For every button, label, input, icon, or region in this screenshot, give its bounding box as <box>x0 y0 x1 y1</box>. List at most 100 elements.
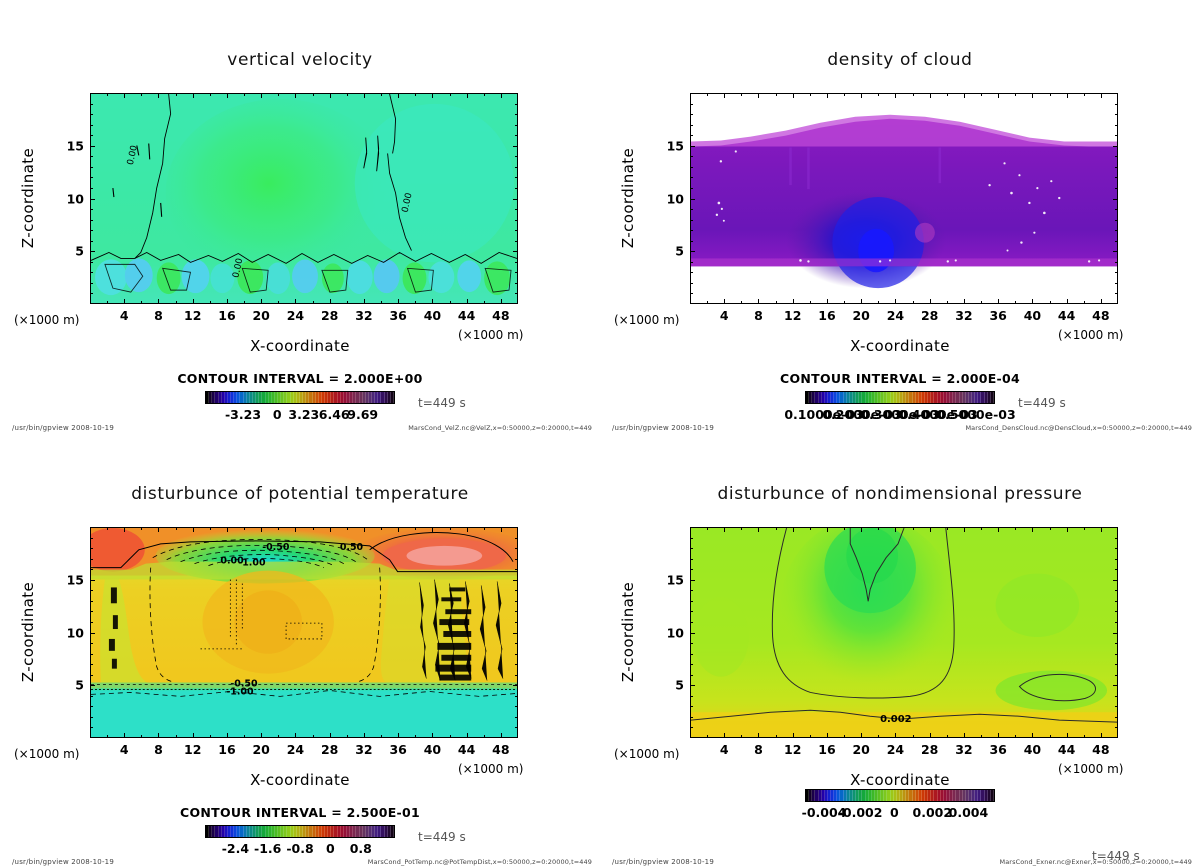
x-tick-label: 8 <box>154 308 163 323</box>
x-tick-minor <box>175 93 177 96</box>
time-label: t=449 s <box>418 830 466 844</box>
x-tick <box>226 527 228 532</box>
x-tick-minor <box>775 301 777 304</box>
x-tick-label: 20 <box>252 742 270 757</box>
colorbar-swatch <box>315 826 319 837</box>
x-tick-minor <box>244 527 246 530</box>
y-tick-minor <box>1115 621 1118 623</box>
z-unit-label: (×1000 m) <box>614 313 680 327</box>
colorbar-swatch <box>309 826 313 837</box>
contour-label: -0.50 <box>230 679 258 690</box>
footer-program-label: /usr/bin/gpview 2008-10-19 <box>12 424 114 432</box>
y-tick <box>513 145 518 147</box>
x-tick <box>1066 733 1068 738</box>
y-tick-minor <box>90 135 93 137</box>
x-axis-title: X-coordinate <box>850 771 950 789</box>
y-tick-minor <box>515 209 518 211</box>
x-tick-label: 20 <box>852 742 870 757</box>
colorbar-swatch <box>246 392 250 403</box>
x-tick <box>466 93 468 98</box>
y-tick-minor <box>90 611 93 613</box>
x-tick <box>363 299 365 304</box>
x-tick-label: 24 <box>286 308 305 323</box>
x-tick-label: 8 <box>754 742 763 757</box>
x-axis-title: X-coordinate <box>250 771 350 789</box>
x-tick <box>363 527 365 532</box>
y-tick-minor <box>690 187 693 189</box>
x-tick-minor <box>878 735 880 738</box>
colorbar-swatch <box>984 790 988 801</box>
y-tick <box>90 251 95 253</box>
colorbar-swatch <box>903 790 907 801</box>
colorbar-swatch <box>331 392 335 403</box>
x-tick <box>226 93 228 98</box>
y-tick-minor <box>1115 272 1118 274</box>
y-axis-title: Z-coordinate <box>619 147 637 249</box>
x-tick <box>758 299 760 304</box>
colorbar-swatch <box>221 826 225 837</box>
y-tick-minor <box>90 240 93 242</box>
colorbar-swatch <box>947 790 951 801</box>
colorbar-tick-label: 0.5000e-03 <box>936 407 1016 422</box>
contour-field: 0.002 <box>691 528 1117 737</box>
y-tick-minor <box>690 611 693 613</box>
colorbar-swatch <box>249 392 253 403</box>
x-tick <box>1100 299 1102 304</box>
y-tick-minor <box>515 282 518 284</box>
x-tick <box>432 527 434 532</box>
y-tick <box>513 632 518 634</box>
x-tick <box>826 527 828 532</box>
y-tick-minor <box>90 261 93 263</box>
y-tick-minor <box>90 716 93 718</box>
x-tick <box>329 733 331 738</box>
colorbar-swatch <box>359 392 363 403</box>
colorbar-tick-label: 0.1000e-03 <box>784 407 864 422</box>
colorbar-swatch <box>256 826 260 837</box>
y-tick-minor <box>690 124 693 126</box>
x-tick-minor <box>1083 735 1085 738</box>
contour-interval-label: CONTOUR INTERVAL = 2.500E-01 <box>179 805 421 820</box>
colorbar-swatch <box>328 826 332 837</box>
colorbar-swatch <box>843 392 847 403</box>
colorbar-swatch <box>837 790 841 801</box>
y-tick <box>90 198 95 200</box>
y-tick-minor <box>90 674 93 676</box>
y-tick-minor <box>1115 219 1118 221</box>
colorbar-swatch <box>224 826 228 837</box>
y-tick-minor <box>515 177 518 179</box>
colorbar-swatch <box>827 392 832 403</box>
colorbar-swatch <box>984 392 988 403</box>
x-tick-label: 4 <box>119 308 129 323</box>
y-tick-label: 5 <box>675 677 684 693</box>
colorbar-swatch <box>206 826 210 837</box>
colorbar-swatch <box>274 392 279 403</box>
x-tick <box>998 93 1000 98</box>
x-tick-label: 48 <box>1092 742 1110 757</box>
y-tick-minor <box>690 177 693 179</box>
y-tick-minor <box>690 643 693 645</box>
y-tick <box>1113 145 1118 147</box>
colorbar <box>205 391 395 404</box>
x-tick-minor <box>381 735 383 738</box>
colorbar-swatch <box>827 790 832 801</box>
colorbar-swatch <box>853 790 857 801</box>
x-tick-minor <box>312 527 314 530</box>
y-tick-minor <box>90 219 93 221</box>
colorbar-swatch <box>243 826 247 837</box>
y-tick-minor <box>690 590 693 592</box>
panel-vertical-velocity: vertical velocity <box>0 0 600 434</box>
colorbar-swatch <box>824 392 828 403</box>
y-tick <box>90 685 95 687</box>
y-tick-minor <box>690 103 693 105</box>
colorbar-tick-label: 0 <box>272 407 282 422</box>
colorbar-swatch <box>318 826 322 837</box>
y-tick-minor <box>90 558 93 560</box>
colorbar-swatch <box>965 790 969 801</box>
y-axis-title: Z-coordinate <box>19 581 37 683</box>
y-tick-minor <box>690 706 693 708</box>
y-tick-minor <box>1115 611 1118 613</box>
x-tick-label: 24 <box>886 308 905 323</box>
x-tick-minor <box>878 93 880 96</box>
colorbar-tick-label: -0.004 <box>801 805 847 820</box>
x-tick <box>295 93 297 98</box>
